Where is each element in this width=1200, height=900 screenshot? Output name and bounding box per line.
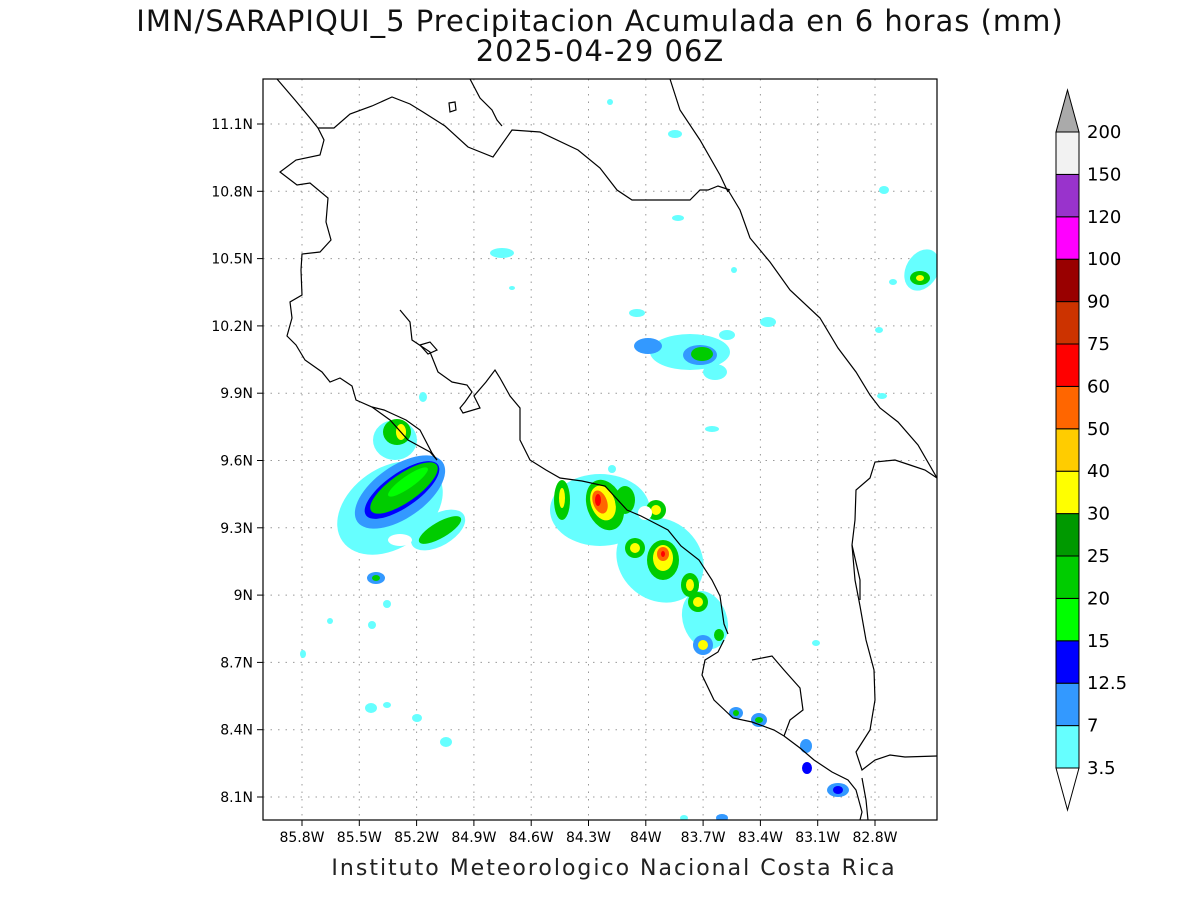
graticule: 11.1N 10.8N 10.5N 10.2N 9.9N 9.6N 9.3N 9N 8.7N 8.… (211, 79, 937, 846)
map-valid-time: 2025-04-29 06Z (475, 34, 725, 68)
lon-label: 83.1W (795, 830, 840, 846)
colorbar-level-label: 3.5 (1087, 758, 1116, 779)
colorbar-swatch (1055, 216, 1080, 260)
lat-label: 9.9N (220, 386, 253, 402)
lat-label: 10.2N (211, 319, 253, 335)
nicoya-rain-cluster (337, 392, 466, 608)
colorbar-level-label: 100 (1087, 249, 1121, 270)
colorbar-level-label: 40 (1087, 461, 1110, 482)
lon-label: 84W (630, 830, 662, 846)
lon-label: 82.8W (852, 830, 897, 846)
lat-label: 10.8N (211, 184, 253, 200)
colorbar-level-label: 12.5 (1087, 673, 1127, 694)
colorbar-level-label: 25 (1087, 546, 1110, 567)
lon-label: 85.2W (394, 830, 439, 846)
lon-label: 85.5W (337, 830, 382, 846)
colorbar-swatch (1055, 131, 1080, 175)
colorbar-swatch (1055, 301, 1080, 345)
pacific-coast-rain-cluster (550, 465, 729, 655)
lon-label: 84.3W (566, 830, 611, 846)
precipitation-field (300, 99, 937, 820)
lon-label: 83.7W (681, 830, 726, 846)
lat-label: 10.5N (211, 252, 253, 268)
colorbar-swatch (1055, 343, 1080, 387)
colorbar-swatch (1055, 640, 1080, 684)
lon-label: 83.4W (738, 830, 783, 846)
lat-label: 9.3N (220, 521, 253, 537)
colorbar-level-label: 15 (1087, 631, 1110, 652)
colorbar-swatch (1055, 597, 1080, 642)
lon-label: 84.9W (451, 830, 496, 846)
colorbar-swatch (1055, 555, 1080, 599)
southern-rain-cells (300, 618, 849, 820)
lat-label: 9.6N (220, 454, 253, 470)
colorbar-level-label: 200 (1087, 122, 1121, 143)
colorbar-level-label: 90 (1087, 292, 1110, 313)
map-frame (262, 78, 938, 821)
northern-rain-cells (490, 99, 937, 432)
lon-label: 84.6W (509, 830, 554, 846)
colorbar-swatch (1055, 725, 1080, 769)
lat-label: 11.1N (211, 117, 253, 133)
lat-label: 8.7N (220, 655, 253, 671)
lat-label: 8.1N (220, 790, 253, 806)
colorbar-swatch (1055, 258, 1080, 303)
colorbar-level-label: 150 (1087, 164, 1121, 185)
colorbar-legend: 3.5 7 12.5 15 20 25 30 40 50 60 75 90 100 120 150 200 (1055, 88, 1127, 812)
map-title: IMN/SARAPIQUI_5 Precipitacion Acumulada … (136, 4, 1064, 38)
lat-label: 9N (234, 588, 253, 604)
colorbar-level-label: 20 (1087, 588, 1110, 609)
colorbar-swatch (1055, 682, 1080, 727)
colorbar-overflow-arrow (1055, 88, 1080, 133)
colorbar-swatch (1055, 470, 1080, 515)
colorbar-level-label: 75 (1087, 334, 1110, 355)
footer-credit: Instituto Meteorologico Nacional Costa R… (331, 856, 897, 881)
colorbar-swatch (1055, 428, 1080, 472)
colorbar-level-label: 60 (1087, 376, 1110, 397)
colorbar-level-label: 7 (1087, 716, 1098, 737)
colorbar-level-label: 120 (1087, 207, 1121, 228)
coastline-and-borders (276, 79, 937, 820)
lon-label: 85.8W (279, 830, 324, 846)
colorbar-level-label: 30 (1087, 504, 1110, 525)
colorbar-swatch (1055, 513, 1080, 557)
colorbar-level-label: 50 (1087, 419, 1110, 440)
colorbar-swatch (1055, 385, 1080, 430)
lat-label: 8.4N (220, 723, 253, 739)
colorbar-swatch (1055, 173, 1080, 218)
colorbar-underflow-arrow (1055, 767, 1080, 812)
